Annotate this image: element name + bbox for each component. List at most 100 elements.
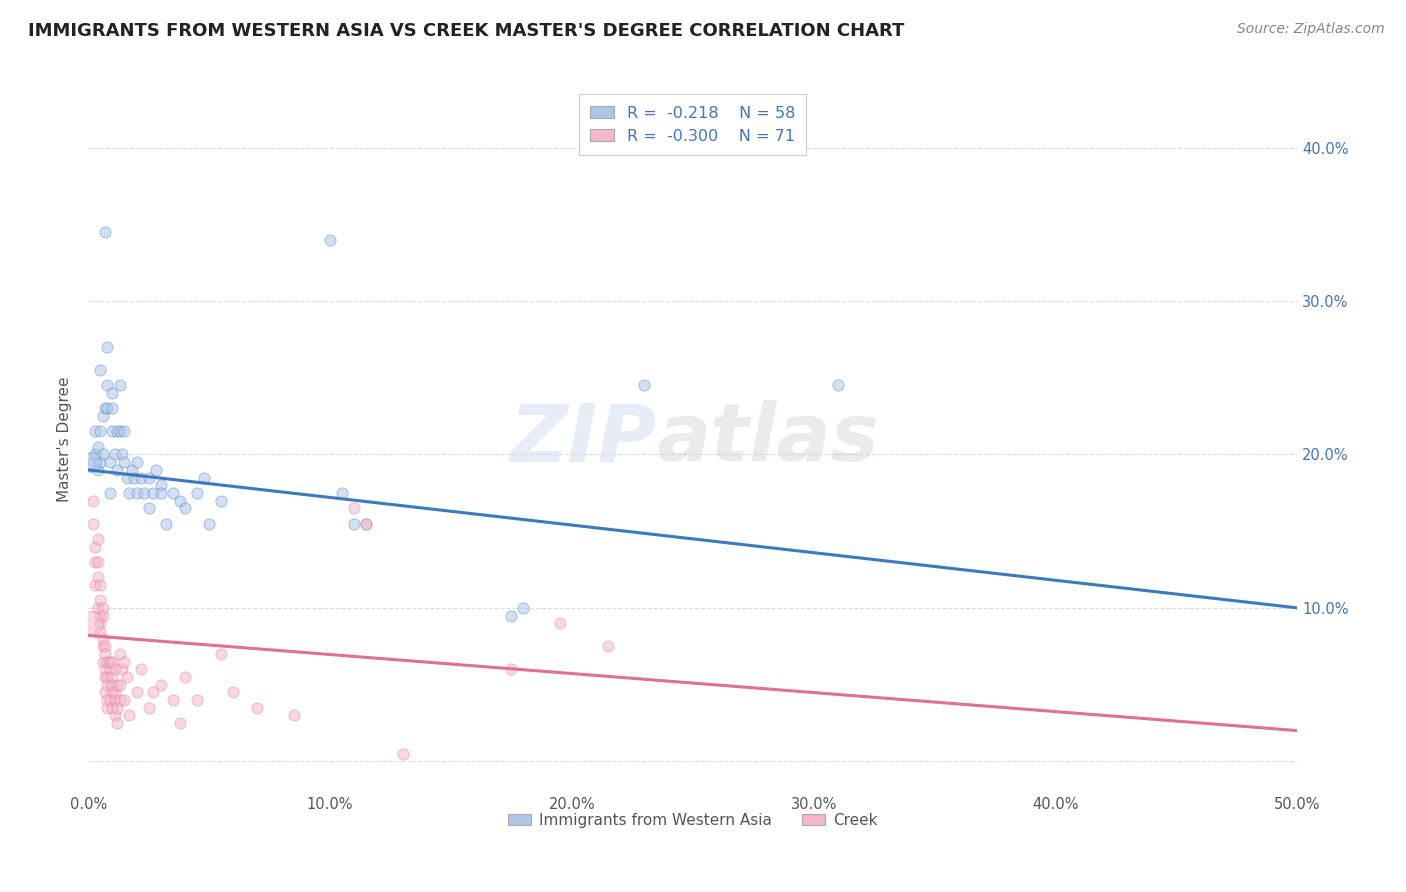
- Point: [112, 693, 135, 707]
- Point: [111, 662, 134, 676]
- Point: [84, 540, 107, 554]
- Point: [98, 693, 121, 707]
- Point: [84, 448, 107, 462]
- Point: [101, 700, 124, 714]
- Point: [101, 425, 124, 439]
- Point: [138, 700, 160, 714]
- Point: [89, 608, 111, 623]
- Point: [142, 685, 165, 699]
- Point: [142, 486, 165, 500]
- Point: [115, 670, 138, 684]
- Point: [101, 685, 124, 699]
- Point: [246, 700, 269, 714]
- Point: [104, 708, 127, 723]
- Point: [169, 493, 191, 508]
- Point: [122, 470, 145, 484]
- Point: [155, 516, 177, 531]
- Point: [115, 470, 138, 484]
- Point: [84, 425, 107, 439]
- Text: Source: ZipAtlas.com: Source: ZipAtlas.com: [1237, 22, 1385, 37]
- Point: [79, 455, 101, 469]
- Point: [91, 448, 114, 462]
- Point: [169, 715, 191, 730]
- Point: [94, 647, 117, 661]
- Point: [827, 378, 849, 392]
- Point: [125, 486, 148, 500]
- Point: [87, 463, 110, 477]
- Point: [118, 486, 141, 500]
- Point: [186, 693, 208, 707]
- Point: [89, 363, 111, 377]
- Point: [105, 715, 128, 730]
- Point: [104, 448, 127, 462]
- Point: [96, 677, 118, 691]
- Point: [112, 425, 135, 439]
- Point: [105, 700, 128, 714]
- Point: [512, 600, 534, 615]
- Point: [87, 600, 110, 615]
- Point: [138, 501, 160, 516]
- Point: [149, 677, 172, 691]
- Point: [98, 455, 121, 469]
- Point: [91, 608, 114, 623]
- Point: [96, 378, 118, 392]
- Point: [87, 532, 110, 546]
- Point: [96, 655, 118, 669]
- Point: [82, 455, 104, 469]
- Point: [84, 578, 107, 592]
- Point: [501, 662, 523, 676]
- Point: [138, 470, 160, 484]
- Point: [94, 639, 117, 653]
- Point: [209, 647, 232, 661]
- Point: [101, 670, 124, 684]
- Point: [633, 378, 655, 392]
- Point: [118, 708, 141, 723]
- Point: [91, 409, 114, 424]
- Point: [108, 425, 131, 439]
- Point: [89, 425, 111, 439]
- Point: [149, 486, 172, 500]
- Point: [501, 608, 523, 623]
- Point: [198, 516, 221, 531]
- Point: [89, 624, 111, 638]
- Point: [89, 455, 111, 469]
- Point: [330, 486, 353, 500]
- Point: [209, 493, 232, 508]
- Legend: Immigrants from Western Asia, Creek: Immigrants from Western Asia, Creek: [502, 806, 883, 834]
- Point: [108, 647, 131, 661]
- Point: [91, 655, 114, 669]
- Point: [105, 677, 128, 691]
- Point: [82, 493, 104, 508]
- Point: [145, 463, 167, 477]
- Text: IMMIGRANTS FROM WESTERN ASIA VS CREEK MASTER'S DEGREE CORRELATION CHART: IMMIGRANTS FROM WESTERN ASIA VS CREEK MA…: [28, 22, 904, 40]
- Point: [193, 470, 215, 484]
- Point: [101, 677, 124, 691]
- Point: [91, 600, 114, 615]
- Point: [89, 593, 111, 607]
- Point: [108, 677, 131, 691]
- Point: [98, 486, 121, 500]
- Point: [96, 700, 118, 714]
- Point: [101, 386, 124, 401]
- Point: [391, 747, 413, 761]
- Point: [162, 693, 184, 707]
- Point: [104, 685, 127, 699]
- Point: [96, 670, 118, 684]
- Y-axis label: Master's Degree: Master's Degree: [58, 376, 72, 502]
- Point: [319, 233, 342, 247]
- Point: [112, 655, 135, 669]
- Point: [125, 685, 148, 699]
- Point: [94, 225, 117, 239]
- Point: [94, 662, 117, 676]
- Point: [131, 662, 153, 676]
- Point: [222, 685, 245, 699]
- Point: [91, 639, 114, 653]
- Point: [112, 455, 135, 469]
- Point: [173, 670, 195, 684]
- Point: [104, 693, 127, 707]
- Point: [104, 662, 127, 676]
- Point: [87, 440, 110, 454]
- Point: [96, 340, 118, 354]
- Point: [105, 425, 128, 439]
- Point: [101, 655, 124, 669]
